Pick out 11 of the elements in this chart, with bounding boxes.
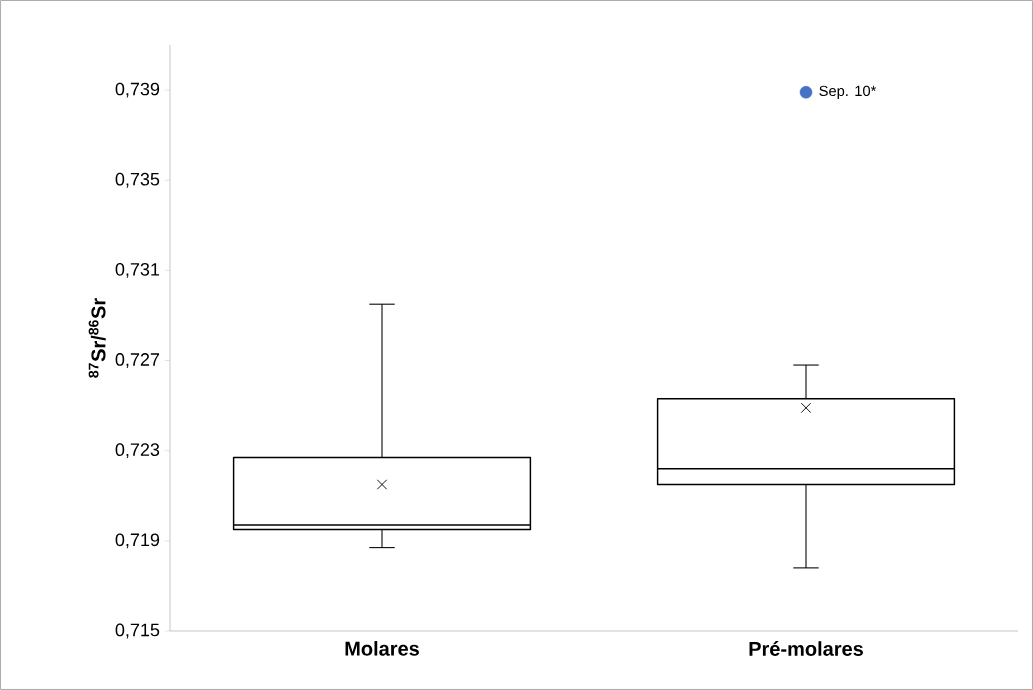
y-tick-label: 0,727 [115, 353, 160, 368]
y-tick-label: 0,715 [115, 623, 160, 639]
y-tick-label: 0,731 [115, 262, 160, 278]
y-tick-label: 0,735 [115, 172, 160, 188]
y-tick-label: 0,723 [115, 443, 160, 459]
y-axis-title: $^{87}$Sr/$^{86}$Sr [88, 298, 106, 378]
x-tick-label: Pré-molares [749, 641, 863, 656]
x-tick-label: Molares [345, 641, 419, 656]
y-tick-label: 0,719 [115, 533, 160, 549]
y-tick-label: 0,739 [115, 82, 160, 98]
annotation: Sep. 10* [819, 85, 877, 99]
